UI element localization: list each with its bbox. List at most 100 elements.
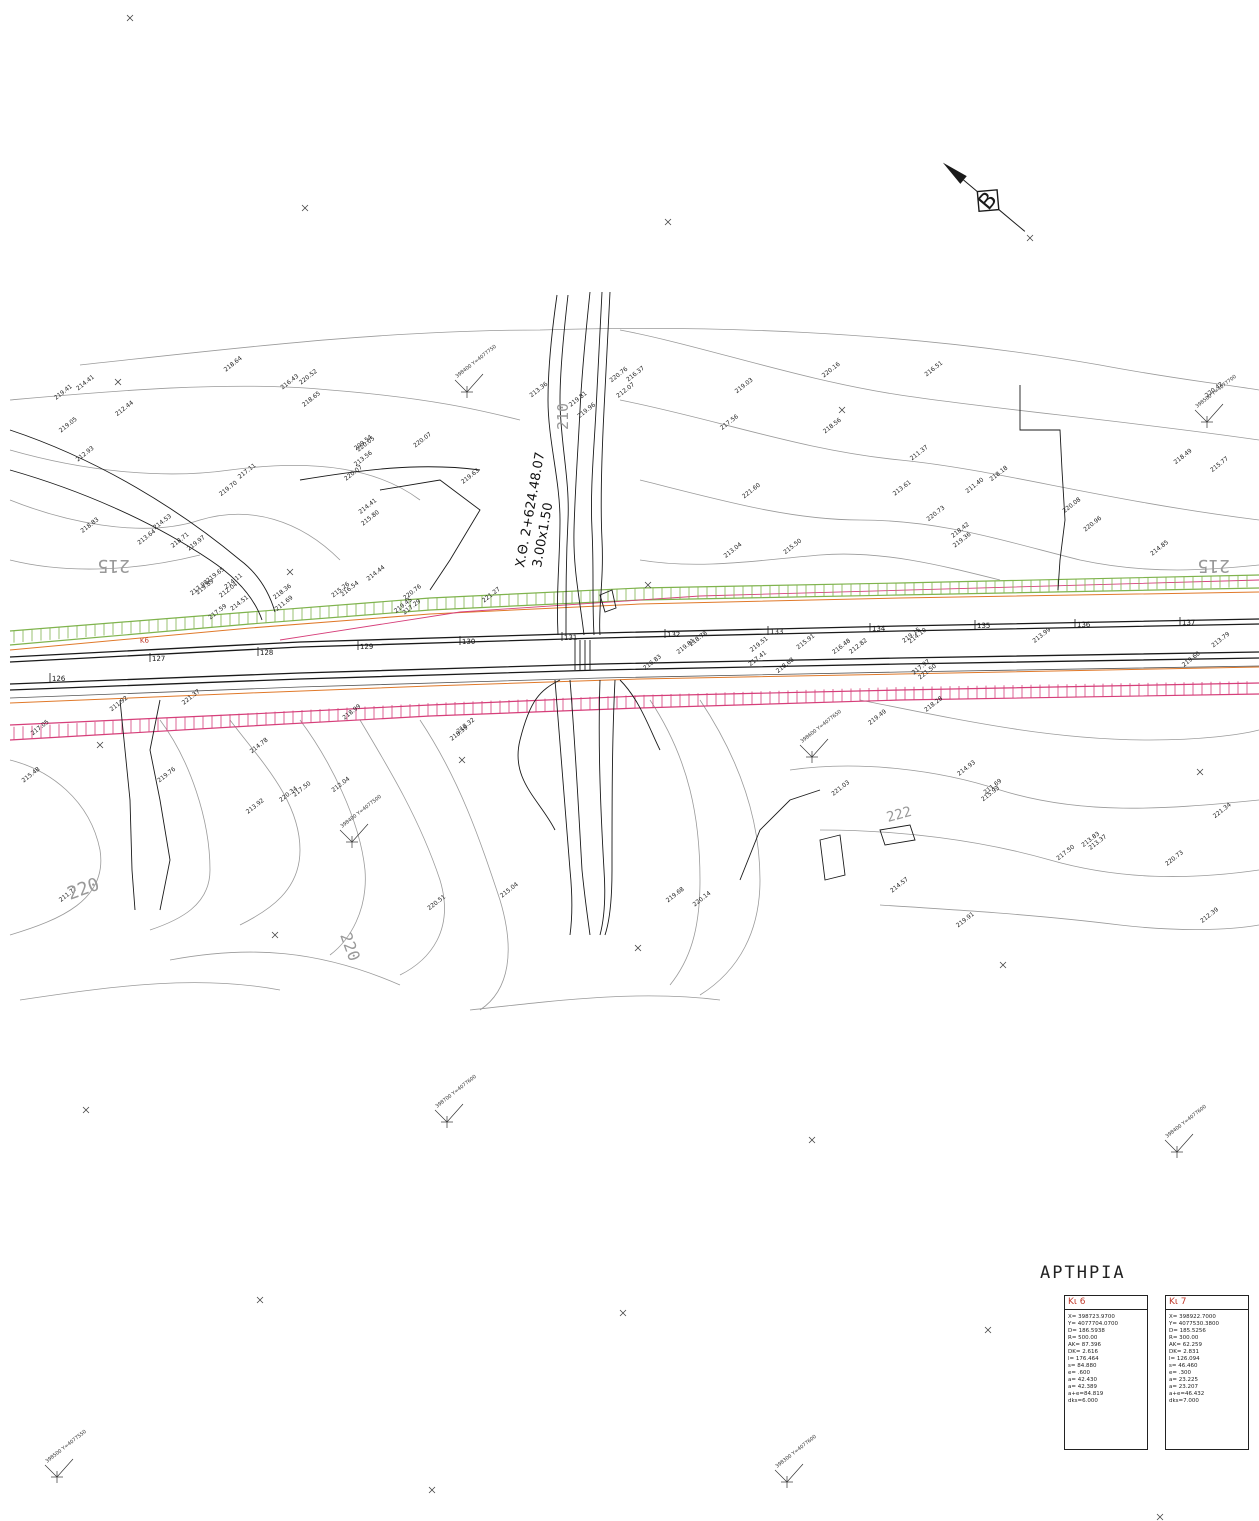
spot-level: 220.16 <box>821 361 842 380</box>
curve-k6-row: l= 176.464 <box>1068 1356 1099 1362</box>
spot-level: 219.91 <box>955 911 976 930</box>
grid-reference-label: 398500 Y=4077550 <box>45 1429 88 1465</box>
curve-k6-row: dks=6.000 <box>1068 1398 1098 1404</box>
cross-marker-icon <box>458 756 466 764</box>
curve-k7-row: s= 46.460 <box>1169 1363 1198 1369</box>
curve-k6-row: a= 42.430 <box>1068 1377 1097 1383</box>
chainage-label: 131 <box>564 634 578 642</box>
spot-level: 212.07 <box>615 381 636 400</box>
spot-level: 220.96 <box>1082 515 1103 534</box>
grid-reference: 398300 Y=4077600 <box>775 1434 818 1488</box>
spot-level: 214.41 <box>75 374 96 393</box>
spot-level: 214.78 <box>249 737 270 756</box>
cross-marker-icon <box>82 1106 90 1114</box>
curve-k6-table: Κι 6 X= 398723.9700 Y= 4077704.0700 D= 1… <box>1064 1295 1148 1450</box>
cross-marker-icon <box>286 568 294 576</box>
curve-k6-row: R= 500.00 <box>1068 1335 1098 1341</box>
grid-reference: 398500 Y=4077550 <box>45 1429 88 1483</box>
spot-level: 218.28 <box>923 695 944 714</box>
chainage-label: 135 <box>977 622 991 630</box>
grid-reference: 398500 Y=4077700 <box>1195 374 1238 428</box>
curve-k7-row: a= 23.207 <box>1169 1384 1198 1390</box>
curve-k6-row: X= 398723.9700 <box>1068 1314 1115 1320</box>
spot-level: 214.53 <box>152 513 173 532</box>
spot-level: 216.48 <box>831 637 852 656</box>
spot-level: 214.85 <box>1149 539 1170 558</box>
spot-level: 215.48 <box>21 766 42 785</box>
culvert-stream-lines <box>9 291 1066 936</box>
spot-level: 219.03 <box>734 376 755 395</box>
spot-level: 213.04 <box>723 541 744 560</box>
chainage-label: 136 <box>1077 621 1091 629</box>
curve-k7-row: Y= 4077530.3800 <box>1169 1321 1219 1327</box>
spot-level: 217.11 <box>237 462 258 481</box>
spot-level: 212.82 <box>848 637 869 656</box>
spot-level: 219.68 <box>665 886 686 905</box>
curve-k7-row: e= .300 <box>1169 1370 1191 1376</box>
contour-label: 222 <box>885 804 914 826</box>
spot-level: 212.44 <box>114 399 135 418</box>
cross-marker-icon <box>619 1309 627 1317</box>
contour-label: 220 <box>336 930 364 964</box>
spot-level: 213.92 <box>245 797 266 816</box>
cross-marker-icon <box>999 961 1007 969</box>
spot-level: 217.05 <box>30 719 51 738</box>
spot-level: 213.61 <box>892 479 913 498</box>
spot-level: 212.04 <box>330 775 351 794</box>
spot-level: 215.04 <box>499 881 520 900</box>
curve-k7-row: dks=7.000 <box>1169 1398 1199 1404</box>
curve-k6-row: Y= 4077704.0700 <box>1068 1321 1118 1327</box>
cross-marker-icon <box>1026 234 1034 242</box>
cross-marker-icon <box>114 378 122 386</box>
spot-level: 218.56 <box>822 417 843 436</box>
cross-marker-icon <box>634 944 642 952</box>
grid-reference-label: 398400 Y=4077600 <box>1165 1104 1208 1140</box>
chainage-label: 137 <box>1182 619 1196 627</box>
cross-marker-icon <box>428 1486 436 1494</box>
spot-level: 213.56 <box>353 450 374 469</box>
chainage-label: 128 <box>260 649 274 657</box>
spot-level: 216.51 <box>923 360 944 379</box>
spot-level: 219.70 <box>218 479 239 498</box>
spot-level: 219.05 <box>58 416 79 435</box>
curve-mark-k6: Κ6 <box>140 637 150 645</box>
grid-reference: 398400 Y=4077500 <box>340 794 383 848</box>
spot-level: 219.51 <box>749 635 770 654</box>
chainage-ticks <box>49 617 1181 682</box>
spot-level: 211.37 <box>909 444 930 463</box>
legend-title: ΑΡΤΗΡΙΑ <box>1040 1263 1126 1283</box>
chainage-label: 126 <box>52 675 66 683</box>
cross-marker-icon <box>1156 1513 1164 1521</box>
spot-level: 218.83 <box>79 516 100 535</box>
spot-level: 220.73 <box>1164 849 1185 868</box>
curve-k7-row: a+e=46.432 <box>1169 1391 1205 1397</box>
spot-level: 216.43 <box>279 373 300 392</box>
spot-level: 213.64 <box>136 528 157 547</box>
spot-level: 213.79 <box>1210 631 1231 650</box>
spot-level: 215.50 <box>782 537 803 556</box>
spot-level: 213.36 <box>528 381 549 400</box>
grid-reference-label: 398700 Y=4077600 <box>435 1074 478 1110</box>
curve-k6-row: a+e=84.819 <box>1068 1391 1104 1397</box>
curve-k7-row: AK= 62.259 <box>1169 1342 1202 1348</box>
cross-marker-icon <box>808 1136 816 1144</box>
spot-level: 211.40 <box>964 476 985 495</box>
chainage-label: 133 <box>770 628 784 636</box>
spot-level: 220.52 <box>298 368 319 387</box>
curve-k6-row: DK= 2.616 <box>1068 1349 1098 1355</box>
curve-k7-row: X= 398922.7000 <box>1169 1314 1216 1320</box>
cross-marker-icon <box>126 14 134 22</box>
spot-level: 214.93 <box>956 759 977 778</box>
spot-level: 218.49 <box>1173 447 1194 466</box>
contour-label: 210 <box>554 403 572 430</box>
spot-level: 216.37 <box>625 365 646 384</box>
north-arrow-head-icon <box>942 162 967 184</box>
curve-k6-row: D= 186.5938 <box>1068 1328 1105 1334</box>
chainage-label: 132 <box>667 631 681 639</box>
cross-marker-icon <box>838 406 846 414</box>
spot-level: 220.76 <box>608 366 629 385</box>
spot-level: 220.07 <box>412 431 433 450</box>
contour-labels: 215 215 210 220 220 222 <box>65 403 1230 964</box>
cross-marker-icon <box>1196 768 1204 776</box>
spot-level: 219.76 <box>156 766 177 785</box>
